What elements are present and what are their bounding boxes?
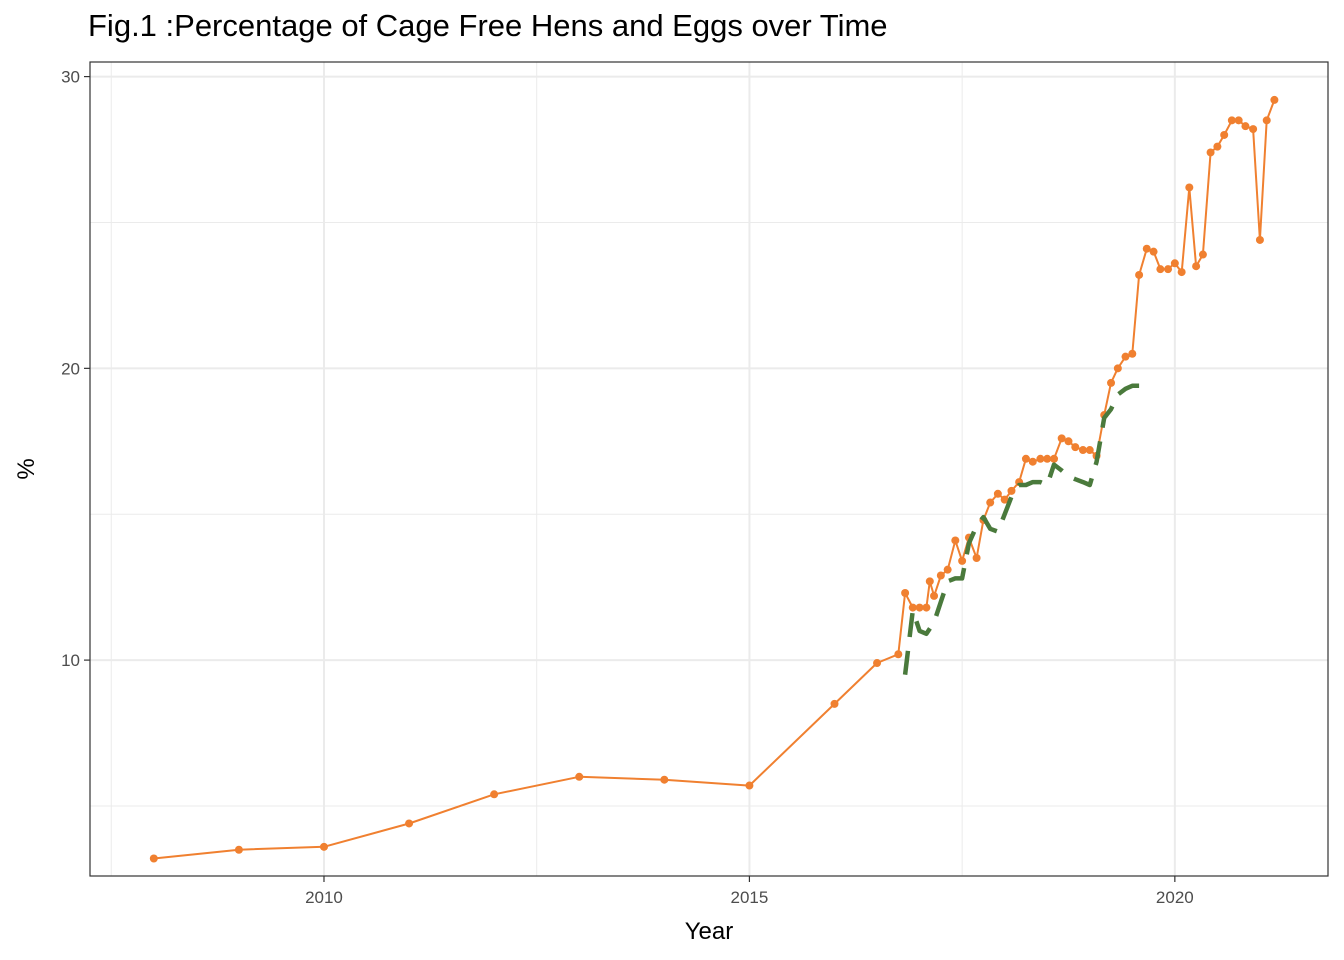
data-point <box>1113 364 1122 373</box>
data-point <box>951 536 960 545</box>
x-tick-label: 2015 <box>731 888 769 907</box>
data-point <box>1241 122 1250 131</box>
data-point <box>915 603 924 612</box>
data-point <box>993 489 1002 498</box>
data-point <box>1128 349 1137 358</box>
data-point <box>405 819 414 828</box>
data-point <box>1270 95 1279 104</box>
axis-ticks: 2010 2015 2020 10 20 30 <box>61 68 1194 907</box>
data-point <box>901 588 910 597</box>
data-point <box>1227 116 1236 125</box>
x-tick-label: 2010 <box>305 888 343 907</box>
data-point <box>958 556 967 565</box>
data-point <box>1206 148 1215 157</box>
data-point <box>660 775 669 784</box>
panel-border <box>89 61 1329 877</box>
data-point <box>1192 262 1201 271</box>
data-point <box>1021 454 1030 463</box>
y-axis-title: % <box>13 458 40 479</box>
data-point <box>1156 265 1165 274</box>
data-point <box>972 553 981 562</box>
data-point <box>1057 434 1066 443</box>
data-point <box>1064 437 1073 446</box>
grid <box>90 62 1328 876</box>
data-point <box>1255 235 1264 244</box>
data-point <box>1149 247 1158 256</box>
data-point <box>1177 268 1186 277</box>
chart-title: Fig.1 :Percentage of Cage Free Hens and … <box>88 8 888 43</box>
data-point <box>1185 183 1194 192</box>
x-axis-title: Year <box>685 918 734 945</box>
series-line-orange <box>153 99 1276 860</box>
data-point <box>908 603 917 612</box>
data-point <box>1234 116 1243 125</box>
series-layer <box>149 95 1279 863</box>
data-point <box>1028 457 1037 466</box>
data-point <box>1170 259 1179 268</box>
x-tick-label: 2020 <box>1156 888 1194 907</box>
data-point <box>575 772 584 781</box>
data-point <box>925 577 934 586</box>
data-point <box>1107 378 1116 387</box>
data-point <box>1043 454 1052 463</box>
data-point <box>1164 265 1173 274</box>
data-point <box>149 854 158 863</box>
data-point <box>1085 446 1094 455</box>
data-point <box>1000 495 1009 504</box>
data-point <box>873 659 882 668</box>
data-point <box>1071 443 1080 452</box>
data-point <box>894 650 903 659</box>
data-point <box>1036 454 1045 463</box>
data-point <box>936 571 945 580</box>
data-point <box>1262 116 1271 125</box>
data-point <box>1135 270 1144 279</box>
data-point <box>1213 142 1222 151</box>
data-point <box>830 699 839 708</box>
data-point <box>986 498 995 507</box>
data-point <box>1249 125 1258 134</box>
data-point <box>490 790 499 799</box>
y-tick-label: 10 <box>61 651 80 670</box>
data-point <box>1007 486 1016 495</box>
data-point <box>930 591 939 600</box>
y-tick-label: 30 <box>61 68 80 87</box>
data-point <box>1142 244 1151 253</box>
data-point <box>745 781 754 790</box>
data-point <box>319 842 328 851</box>
data-point <box>922 603 931 612</box>
data-point <box>943 565 952 574</box>
data-point <box>1078 446 1087 455</box>
data-point <box>1121 352 1130 361</box>
series-line-green <box>902 383 1140 675</box>
data-point <box>1198 250 1207 259</box>
data-point <box>1050 454 1059 463</box>
data-point <box>1220 130 1229 139</box>
data-point <box>234 845 243 854</box>
y-tick-label: 20 <box>61 359 80 378</box>
